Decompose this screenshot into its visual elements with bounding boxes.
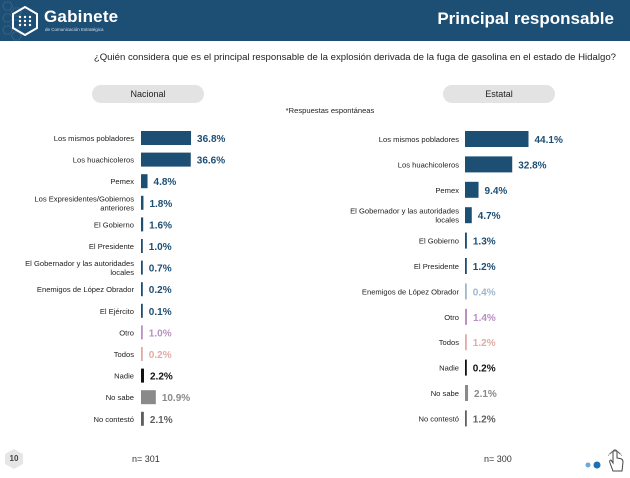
category-label: Los Expresidentes/Gobiernos anteriores xyxy=(34,194,134,212)
bar xyxy=(141,174,148,189)
value-label: 0.4% xyxy=(473,287,496,298)
page-number: 10 xyxy=(9,454,19,463)
category-label: El Presidente xyxy=(414,262,459,271)
gabinete-logo-icon xyxy=(12,6,38,36)
category-label: No contestó xyxy=(418,414,459,423)
value-label: 2.1% xyxy=(474,389,497,400)
navigation-dots-icon[interactable] xyxy=(584,460,604,470)
page-title: Principal responsable xyxy=(437,9,614,28)
value-label: 36.8% xyxy=(197,134,225,145)
value-label: 0.2% xyxy=(473,364,496,375)
bar xyxy=(465,308,468,325)
value-label: 1.3% xyxy=(473,237,496,248)
category-label: El Presidente xyxy=(89,242,134,251)
estatal-sample-size: n= 300 xyxy=(484,454,512,464)
category-label: Los huachicoleros xyxy=(398,160,459,169)
value-label: 0.2% xyxy=(149,285,172,296)
value-label: 0.1% xyxy=(149,307,172,318)
bar xyxy=(141,390,156,405)
category-label: Los huachicoleros xyxy=(73,156,134,165)
value-label: 10.9% xyxy=(162,393,190,404)
value-label: 1.2% xyxy=(473,338,496,349)
logo-tagline: de Comunicación Estratégica xyxy=(45,27,104,32)
value-label: 4.7% xyxy=(478,211,501,222)
category-label: Enemigos de López Obrador xyxy=(362,287,460,296)
pointer-hand-icon[interactable] xyxy=(605,447,627,473)
bar xyxy=(141,260,143,275)
bar xyxy=(141,411,144,426)
value-label: 1.6% xyxy=(149,220,172,231)
bar xyxy=(141,303,143,318)
category-label: No sabe xyxy=(106,393,134,402)
hexagon-pattern-icon xyxy=(2,1,22,41)
value-label: 1.0% xyxy=(149,328,172,339)
spontaneous-note: *Respuestas espontáneas xyxy=(285,106,375,115)
category-label: Pemex xyxy=(435,186,459,195)
hexagon-badge-icon xyxy=(5,449,23,469)
category-label: El Gobierno xyxy=(419,237,459,246)
value-label: 36.6% xyxy=(197,156,225,167)
bar xyxy=(465,156,513,173)
bar xyxy=(141,152,191,167)
bar xyxy=(141,195,144,210)
value-label: 32.8% xyxy=(518,160,546,171)
value-label: 1.2% xyxy=(473,262,496,273)
estatal-header-pill: Estatal xyxy=(443,85,555,103)
category-label: Todos xyxy=(439,338,459,347)
page-number-badge: 10 xyxy=(4,448,24,470)
bar xyxy=(465,385,469,401)
value-label: 0.2% xyxy=(149,350,172,361)
value-label: 0.7% xyxy=(149,264,172,275)
category-label: Nadie xyxy=(114,372,134,381)
bar xyxy=(141,368,144,383)
category-label: Los mismos pobladores xyxy=(54,134,134,143)
estatal-title: Estatal xyxy=(485,89,513,99)
value-label: 1.0% xyxy=(149,242,172,253)
value-label: 2.2% xyxy=(150,372,173,383)
category-label: El Gobernador y las autoridades locales xyxy=(25,259,134,277)
value-label: 1.2% xyxy=(473,414,496,425)
bar xyxy=(141,131,192,145)
category-label: Todos xyxy=(114,350,134,359)
logo-name: Gabinete xyxy=(44,7,119,26)
category-label: El Gobierno xyxy=(94,220,134,229)
value-label: 2.1% xyxy=(150,415,173,426)
category-label: El Gobernador y las autoridades locales xyxy=(350,207,459,225)
bar xyxy=(465,258,467,274)
header-bar: Gabinete de Comunicación Estratégica Pri… xyxy=(0,0,630,41)
bar xyxy=(141,347,143,361)
bar xyxy=(141,217,144,232)
bar xyxy=(465,334,467,351)
bar xyxy=(465,359,467,376)
bar xyxy=(465,410,467,427)
category-label: Otro xyxy=(444,313,459,322)
category-label: Nadie xyxy=(439,364,459,373)
value-label: 4.8% xyxy=(154,177,177,188)
category-label: No contestó xyxy=(93,415,134,424)
bar xyxy=(465,131,529,147)
bar xyxy=(465,181,479,198)
bar xyxy=(465,283,467,300)
category-label: El Ejército xyxy=(100,307,134,316)
value-label: 1.8% xyxy=(149,199,172,210)
value-label: 1.4% xyxy=(473,313,496,324)
bar xyxy=(141,239,143,253)
survey-question: ¿Quién considera que es el principal res… xyxy=(93,52,616,63)
category-label: Pemex xyxy=(110,177,134,186)
value-label: 9.4% xyxy=(485,186,508,197)
bar xyxy=(465,232,467,249)
bar xyxy=(141,325,143,340)
bar xyxy=(465,207,472,224)
nacional-title: Nacional xyxy=(130,89,166,99)
category-label: Otro xyxy=(119,328,134,337)
nacional-header-pill: Nacional xyxy=(92,85,204,103)
category-label: Los mismos pobladores xyxy=(379,135,459,144)
value-label: 44.1% xyxy=(535,135,563,146)
bar xyxy=(141,282,143,297)
nacional-sample-size: n= 301 xyxy=(132,454,160,464)
category-label: No sabe xyxy=(431,389,459,398)
category-label: Enemigos de López Obrador xyxy=(37,285,135,294)
